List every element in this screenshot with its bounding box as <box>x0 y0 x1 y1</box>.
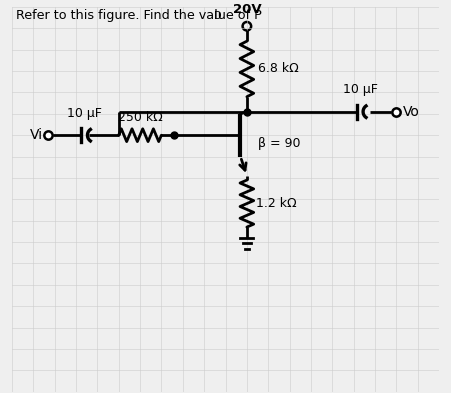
Text: 10 μF: 10 μF <box>67 107 102 120</box>
Text: 6.8 kΩ: 6.8 kΩ <box>258 62 299 75</box>
Text: Refer to this figure. Find the value of P: Refer to this figure. Find the value of … <box>16 9 262 22</box>
Text: 250 kΩ: 250 kΩ <box>118 111 162 124</box>
Text: 1.2 kΩ: 1.2 kΩ <box>256 197 297 210</box>
Text: Vo: Vo <box>403 105 420 119</box>
Text: 20V: 20V <box>233 4 261 17</box>
Text: Vi: Vi <box>30 128 43 142</box>
Text: 10 μF: 10 μF <box>343 83 377 96</box>
Text: β = 90: β = 90 <box>258 137 300 150</box>
Text: D: D <box>214 11 222 21</box>
